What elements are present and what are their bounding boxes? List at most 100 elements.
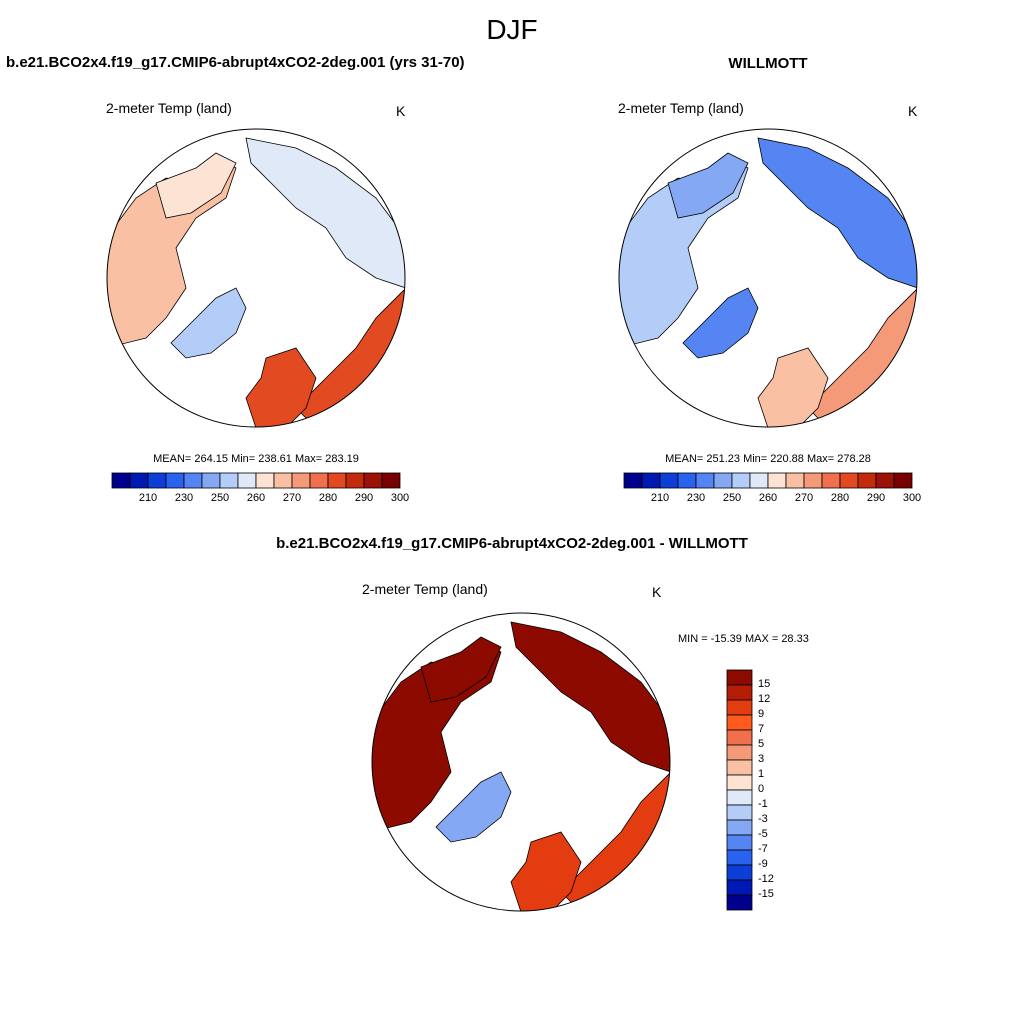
model-colorbar-swatch — [363, 472, 383, 489]
obs-colorbar-tick-label: 280 — [830, 492, 850, 504]
diff-colorbar-swatch — [726, 699, 753, 716]
model-region-siberia — [245, 137, 405, 289]
diff-colorbar-swatch — [726, 744, 753, 761]
obs-colorbar-tick-label: 250 — [722, 492, 742, 504]
diff-colorbar-swatch — [726, 879, 753, 896]
diff-colorbar-swatch — [726, 684, 753, 701]
model-colorbar-swatch — [255, 472, 275, 489]
model-colorbar-tick-label: 280 — [318, 492, 338, 504]
obs-colorbar-tick-label: 290 — [866, 492, 886, 504]
diff-colorbar-swatch — [726, 774, 753, 791]
diff-colorbar-swatch — [726, 804, 753, 821]
obs-colorbar-swatch — [713, 472, 733, 489]
obs-colorbar-swatch — [875, 472, 895, 489]
obs-colorbar-swatch — [839, 472, 859, 489]
obs-colorbar-tick-label: 300 — [902, 492, 922, 504]
obs-colorbar-swatch — [659, 472, 679, 489]
diff-colorbar-tick-label: 12 — [758, 693, 771, 705]
diff-colorbar-tick-label: 0 — [758, 783, 765, 795]
panel-diff-title: b.e21.BCO2x4.f19_g17.CMIP6-abrupt4xCO2-2… — [276, 535, 748, 552]
diff-map-border — [371, 612, 671, 912]
diff-colorbar-swatch — [726, 864, 753, 881]
obs-region-canadian-arctic — [667, 152, 749, 219]
diff-region-europe — [510, 831, 582, 911]
diff-colorbar-swatch — [726, 729, 753, 746]
diff-colorbar-tick-label: 15 — [758, 678, 771, 690]
model-colorbar-swatch — [327, 472, 347, 489]
diff-colorbar-tick-label: 5 — [758, 738, 765, 750]
figure-title: DJF — [486, 14, 538, 45]
model-colorbar-tick-label: 300 — [390, 492, 410, 504]
model-colorbar-swatch — [165, 472, 185, 489]
diff-region-siberia — [510, 621, 670, 773]
model-colorbar-swatch — [129, 472, 149, 489]
obs-colorbar — [623, 472, 913, 489]
model-colorbar-tick-label: 290 — [354, 492, 374, 504]
diff-colorbar-swatch — [726, 714, 753, 731]
diff-colorbar-swatch — [726, 759, 753, 776]
diff-land-fill — [372, 621, 670, 911]
obs-colorbar-swatch — [677, 472, 697, 489]
diff-colorbar-tick-label: -3 — [758, 813, 768, 825]
obs-colorbar-swatch — [731, 472, 751, 489]
model-colorbar-swatch — [309, 472, 329, 489]
diff-colorbar-swatch — [726, 789, 753, 806]
model-colorbar-swatch — [381, 472, 401, 489]
obs-colorbar-swatch — [695, 472, 715, 489]
obs-colorbar-swatch — [893, 472, 913, 489]
model-colorbar-swatch — [183, 472, 203, 489]
model-stats-text: MEAN= 264.15 Min= 238.61 Max= 283.19 — [153, 453, 359, 465]
model-colorbar-tick-label: 250 — [210, 492, 230, 504]
model-region-greenland — [170, 287, 247, 359]
model-colorbar-swatch — [273, 472, 293, 489]
diff-region-greenland — [435, 771, 512, 843]
obs-colorbar-swatch — [821, 472, 841, 489]
model-colorbar-swatch — [345, 472, 365, 489]
obs-variable-label: 2-meter Temp (land) — [618, 100, 744, 116]
diff-units-label: K — [652, 584, 662, 600]
diff-colorbar-tick-label: 7 — [758, 723, 765, 735]
obs-colorbar-swatch — [749, 472, 769, 489]
obs-colorbar-tick-label: 260 — [758, 492, 778, 504]
model-map-border — [106, 128, 406, 428]
diff-variable-label: 2-meter Temp (land) — [362, 581, 488, 597]
diff-stats-text: MIN = -15.39 MAX = 28.33 — [678, 633, 809, 645]
panel-obs-title: WILLMOTT — [728, 55, 808, 72]
obs-map — [618, 128, 918, 428]
model-colorbar-tick-label: 230 — [174, 492, 194, 504]
model-colorbar-tick-label: 260 — [246, 492, 266, 504]
diff-colorbar-tick-label: 1 — [758, 768, 765, 780]
model-colorbar-swatch — [237, 472, 257, 489]
obs-colorbar-tick-label: 210 — [650, 492, 670, 504]
model-variable-label: 2-meter Temp (land) — [106, 100, 232, 116]
model-colorbar-swatch — [291, 472, 311, 489]
diff-colorbar-swatch — [726, 669, 753, 686]
model-colorbar-tick-label: 210 — [138, 492, 158, 504]
diff-colorbar-tick-label: -9 — [758, 858, 768, 870]
diff-colorbar-tick-label: -5 — [758, 828, 768, 840]
diff-colorbar-swatch — [726, 819, 753, 836]
diff-colorbar-tick-label: 3 — [758, 753, 765, 765]
obs-region-siberia — [757, 137, 917, 289]
obs-colorbar-swatch — [803, 472, 823, 489]
obs-colorbar-tick-label: 230 — [686, 492, 706, 504]
obs-colorbar-swatch — [785, 472, 805, 489]
diff-colorbar-tick-label: 9 — [758, 708, 765, 720]
diff-region-canadian-arctic — [420, 636, 502, 703]
obs-region-greenland — [682, 287, 759, 359]
model-region-canadian-arctic — [155, 152, 237, 219]
diff-colorbar-tick-label: -15 — [758, 888, 774, 900]
model-colorbar-tick-label: 270 — [282, 492, 302, 504]
diff-colorbar-swatch — [726, 834, 753, 851]
model-colorbar-swatch — [219, 472, 239, 489]
diff-colorbar-tick-label: -7 — [758, 843, 768, 855]
model-colorbar-swatch — [147, 472, 167, 489]
diff-colorbar-swatch — [726, 849, 753, 866]
obs-colorbar-tick-label: 270 — [794, 492, 814, 504]
diff-colorbar — [726, 669, 753, 911]
obs-units-label: K — [908, 103, 918, 119]
obs-land-fill — [619, 137, 917, 427]
model-map — [106, 128, 406, 428]
diff-colorbar-swatch — [726, 894, 753, 911]
